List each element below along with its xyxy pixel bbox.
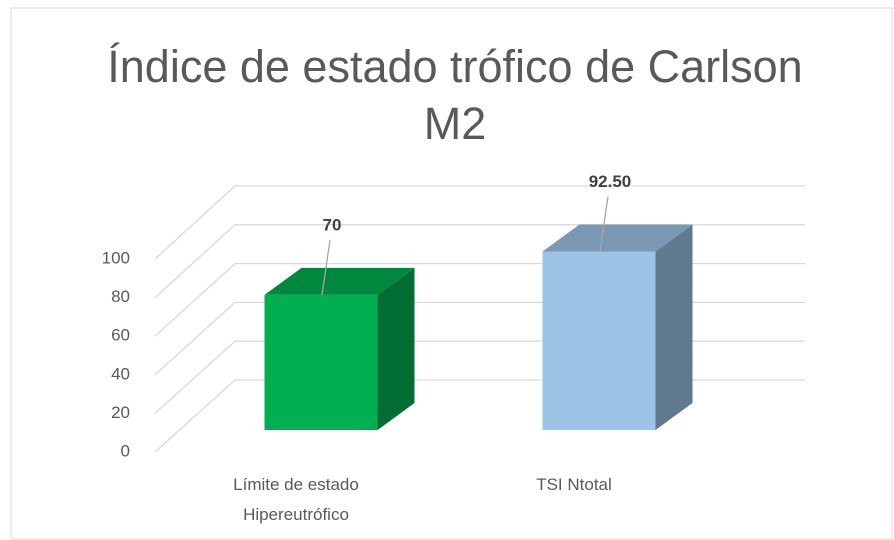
bar <box>542 251 656 430</box>
y-tick-label: 40 <box>111 364 130 383</box>
label-leader <box>599 196 609 252</box>
y-tick-label: 100 <box>102 248 130 267</box>
y-tick-label: 80 <box>111 287 130 306</box>
y-tick-label: 0 <box>121 441 130 460</box>
x-tick-label: Límite de estado Hipereutrófico <box>233 475 359 524</box>
grid-line <box>154 185 805 260</box>
grid-line <box>154 379 805 453</box>
y-tick-label: 20 <box>111 403 130 422</box>
x-tick-label: TSI Ntotal <box>536 475 612 494</box>
grid-line <box>154 301 805 376</box>
y-tick-label: 60 <box>111 326 130 345</box>
bar-top <box>542 224 693 252</box>
grid-line <box>154 340 805 414</box>
chart-title: Índice de estado trófico de Carlson M2 <box>107 41 803 149</box>
data-label: 92.50 <box>589 172 632 191</box>
bar-side <box>655 224 693 430</box>
chart-border <box>10 7 893 540</box>
grid-line <box>154 224 805 299</box>
label-leader <box>321 239 331 295</box>
bar-top <box>264 267 415 295</box>
bar <box>264 294 378 430</box>
data-label: 70 <box>323 215 342 234</box>
bar-side <box>377 267 415 430</box>
grid-line <box>154 262 805 337</box>
